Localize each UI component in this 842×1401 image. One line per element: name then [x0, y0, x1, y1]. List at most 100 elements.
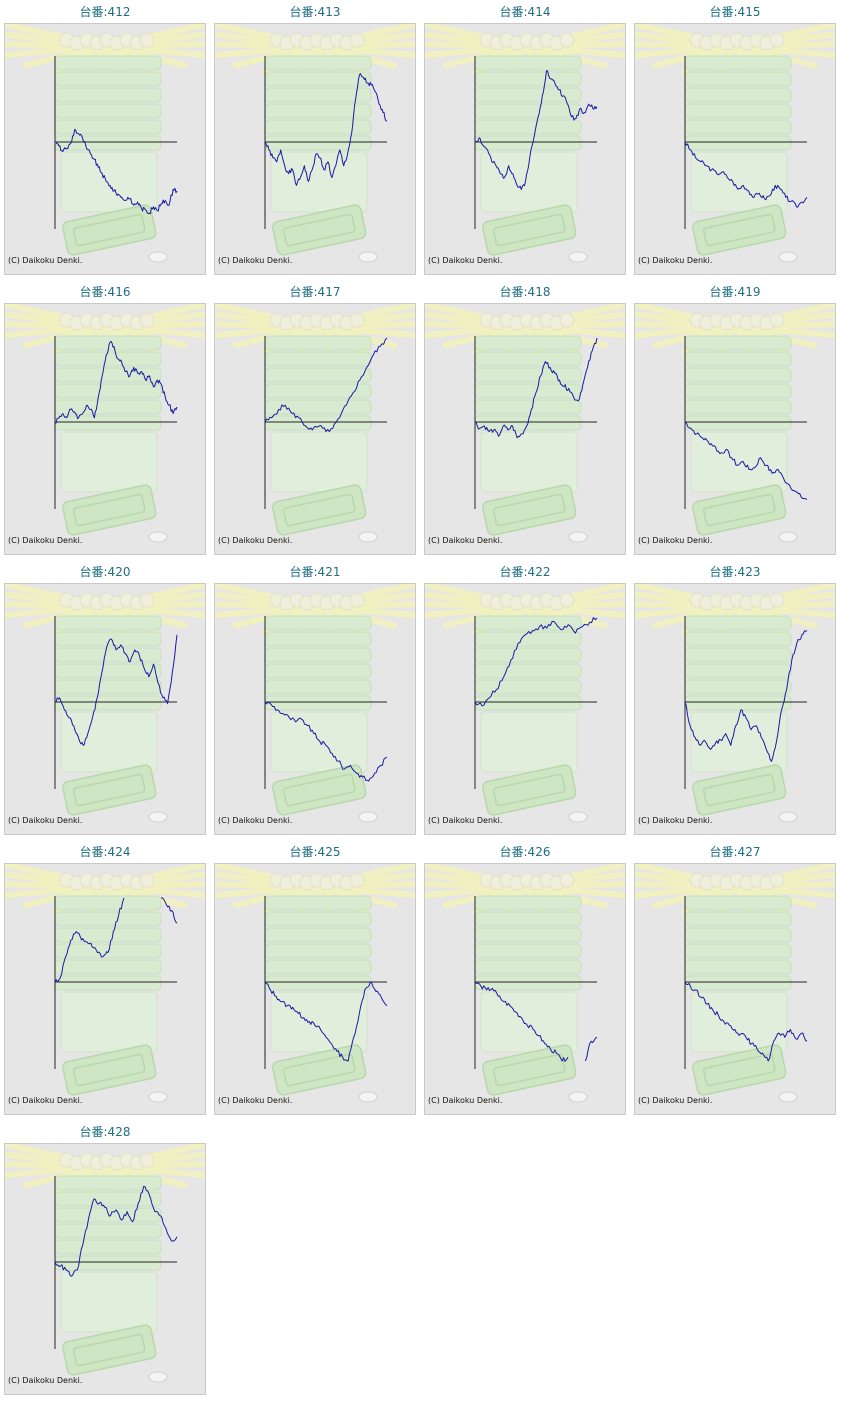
chart-cell: 台番:412 (C) Daikoku Denki.	[0, 0, 210, 280]
background-art	[425, 24, 625, 263]
series-line	[55, 128, 178, 215]
copyright-text: (C) Daikoku Denki.	[218, 536, 293, 545]
chart-frame: (C) Daikoku Denki.	[4, 1143, 206, 1395]
series-line	[264, 73, 388, 186]
chart-title[interactable]: 台番:426	[499, 845, 551, 859]
chart-svg	[635, 584, 835, 823]
background-art	[425, 584, 625, 823]
chart-svg	[5, 1144, 205, 1383]
chart-svg	[5, 304, 205, 543]
chart-svg	[635, 24, 835, 263]
chart-cell: 台番:425 (C) Daikoku Denki.	[210, 840, 420, 1120]
chart-frame: (C) Daikoku Denki.	[214, 583, 416, 835]
series-line	[474, 617, 598, 707]
background-art	[425, 864, 625, 1103]
chart-svg	[425, 24, 625, 263]
background-art	[5, 1144, 205, 1383]
chart-cell: 台番:419 (C) Daikoku Denki.	[630, 280, 840, 560]
chart-frame: (C) Daikoku Denki.	[424, 23, 626, 275]
chart-title[interactable]: 台番:424	[79, 845, 131, 859]
background-art	[5, 584, 205, 823]
chart-frame: (C) Daikoku Denki.	[424, 863, 626, 1115]
chart-title[interactable]: 台番:418	[499, 285, 551, 299]
chart-svg	[425, 304, 625, 543]
series-line	[684, 141, 808, 208]
copyright-text: (C) Daikoku Denki.	[8, 256, 83, 265]
chart-title[interactable]: 台番:413	[289, 5, 341, 19]
series-line	[54, 634, 178, 746]
chart-frame: (C) Daikoku Denki.	[214, 863, 416, 1115]
series-line	[54, 340, 178, 424]
chart-frame: (C) Daikoku Denki.	[634, 583, 836, 835]
chart-svg	[215, 304, 415, 543]
chart-frame: (C) Daikoku Denki.	[424, 303, 626, 555]
chart-title[interactable]: 台番:419	[709, 285, 761, 299]
chart-cell: 台番:415 (C) Daikoku Denki.	[630, 0, 840, 280]
series-line	[474, 70, 598, 190]
chart-title[interactable]: 台番:428	[79, 1125, 131, 1139]
chart-cell: 台番:420 (C) Daikoku Denki.	[0, 560, 210, 840]
chart-title[interactable]: 台番:425	[289, 845, 341, 859]
series-line	[474, 981, 598, 1062]
copyright-text: (C) Daikoku Denki.	[8, 1376, 83, 1385]
chart-title[interactable]: 台番:427	[709, 845, 761, 859]
chart-title[interactable]: 台番:415	[709, 5, 761, 19]
copyright-text: (C) Daikoku Denki.	[428, 1096, 503, 1105]
chart-svg	[215, 864, 415, 1103]
series-line	[264, 337, 388, 433]
chart-cell: 台番:426 (C) Daikoku Denki.	[420, 840, 630, 1120]
chart-svg	[5, 864, 205, 1103]
chart-frame: (C) Daikoku Denki.	[4, 863, 206, 1115]
copyright-text: (C) Daikoku Denki.	[428, 816, 503, 825]
series-line	[264, 701, 388, 782]
chart-frame: (C) Daikoku Denki.	[4, 583, 206, 835]
chart-cell: 台番:428 (C) Daikoku Denki.	[0, 1120, 210, 1400]
background-art	[5, 864, 205, 1103]
background-art	[215, 584, 415, 823]
background-art	[425, 304, 625, 543]
background-art	[635, 304, 835, 543]
copyright-text: (C) Daikoku Denki.	[428, 536, 503, 545]
series-line	[54, 897, 178, 983]
chart-svg	[5, 24, 205, 263]
chart-title[interactable]: 台番:421	[289, 565, 341, 579]
chart-cell: 台番:418 (C) Daikoku Denki.	[420, 280, 630, 560]
series-line	[54, 1185, 178, 1277]
chart-frame: (C) Daikoku Denki.	[634, 303, 836, 555]
chart-cell: 台番:427 (C) Daikoku Denki.	[630, 840, 840, 1120]
background-art	[635, 864, 835, 1103]
chart-frame: (C) Daikoku Denki.	[214, 303, 416, 555]
chart-title[interactable]: 台番:416	[79, 285, 131, 299]
copyright-text: (C) Daikoku Denki.	[638, 256, 713, 265]
copyright-text: (C) Daikoku Denki.	[428, 256, 503, 265]
chart-cell: 台番:422 (C) Daikoku Denki.	[420, 560, 630, 840]
chart-title[interactable]: 台番:422	[499, 565, 551, 579]
chart-title[interactable]: 台番:417	[289, 285, 341, 299]
copyright-text: (C) Daikoku Denki.	[8, 536, 83, 545]
copyright-text: (C) Daikoku Denki.	[218, 816, 293, 825]
chart-svg	[425, 584, 625, 823]
background-art	[5, 304, 205, 543]
chart-frame: (C) Daikoku Denki.	[4, 23, 206, 275]
chart-title[interactable]: 台番:420	[79, 565, 131, 579]
series-line	[474, 337, 598, 439]
chart-svg	[215, 584, 415, 823]
chart-frame: (C) Daikoku Denki.	[4, 303, 206, 555]
chart-frame: (C) Daikoku Denki.	[214, 23, 416, 275]
series-line	[684, 981, 808, 1062]
chart-svg	[635, 864, 835, 1103]
chart-cell: 台番:414 (C) Daikoku Denki.	[420, 0, 630, 280]
chart-cell: 台番:416 (C) Daikoku Denki.	[0, 280, 210, 560]
chart-cell: 台番:417 (C) Daikoku Denki.	[210, 280, 420, 560]
chart-cell: 台番:424 (C) Daikoku Denki.	[0, 840, 210, 1120]
chart-svg	[215, 24, 415, 263]
chart-frame: (C) Daikoku Denki.	[634, 23, 836, 275]
chart-cell: 台番:421 (C) Daikoku Denki.	[210, 560, 420, 840]
chart-title[interactable]: 台番:423	[709, 565, 761, 579]
chart-title[interactable]: 台番:414	[499, 5, 551, 19]
series-line	[684, 630, 808, 762]
chart-cell: 台番:423 (C) Daikoku Denki.	[630, 560, 840, 840]
background-art	[5, 24, 205, 263]
chart-frame: (C) Daikoku Denki.	[424, 583, 626, 835]
chart-title[interactable]: 台番:412	[79, 5, 131, 19]
